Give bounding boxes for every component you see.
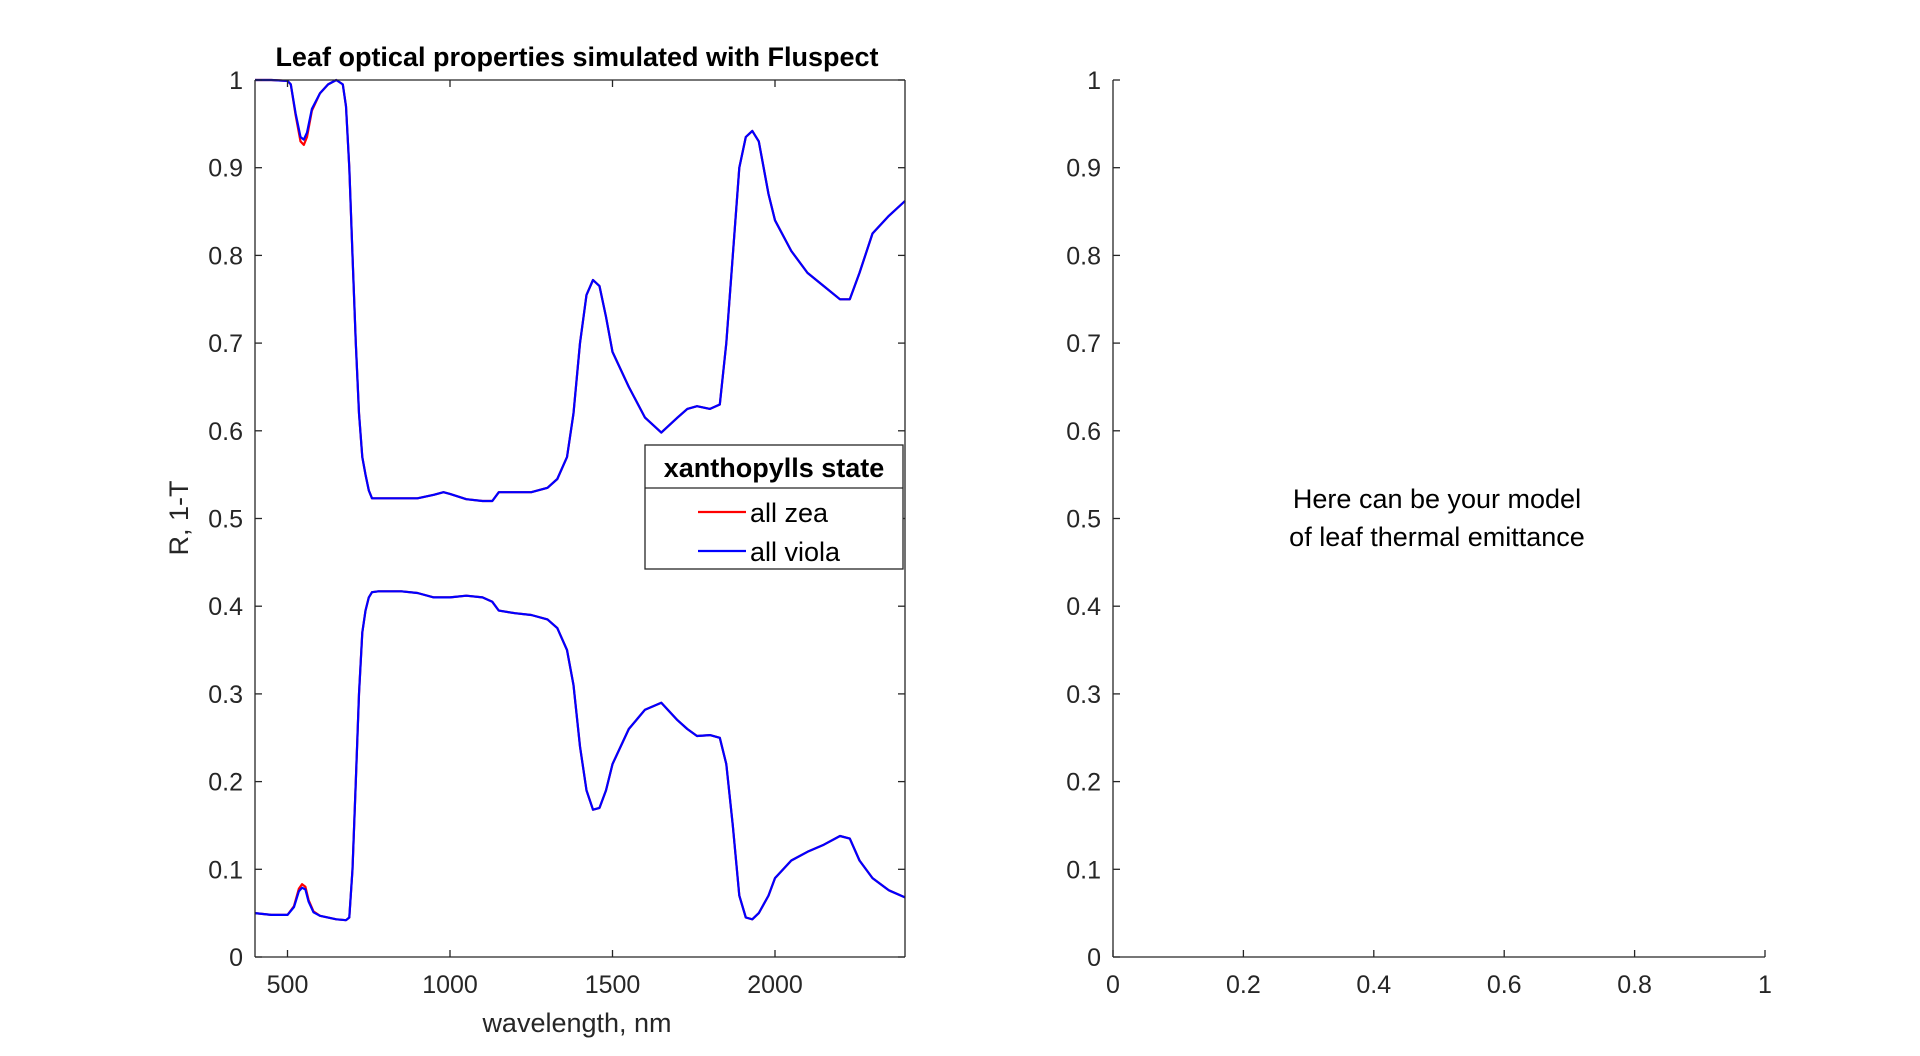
y-tick-label: 1 <box>229 67 243 95</box>
y-tick-label: 0.6 <box>1066 418 1101 446</box>
y-tick-label: 0.2 <box>208 769 243 797</box>
y-tick-label: 0.4 <box>208 593 243 621</box>
annotation-line-1: Here can be your model <box>1293 484 1581 514</box>
legend-entry-all-zea: all zea <box>750 498 829 528</box>
x-tick-label: 1500 <box>585 971 641 999</box>
tick-labels: 500 1000 1500 2000 0 0.1 0.2 0.3 0.4 0.5 0.6 0.7 0.8… <box>208 67 803 999</box>
y-tick-label: 0 <box>1087 944 1101 972</box>
legend-entry-all-viola: all viola <box>750 537 841 567</box>
y-tick-label: 0.5 <box>1066 506 1101 534</box>
y-tick-label: 0.7 <box>208 330 243 358</box>
y-tick-label: 0.4 <box>1066 593 1101 621</box>
y-tick-label: 0.8 <box>1066 242 1101 270</box>
y-tick-label: 0.5 <box>208 506 243 534</box>
annotation-line-2: of leaf thermal emittance <box>1289 522 1585 552</box>
legend: xanthopylls state all zea all viola <box>644 444 904 570</box>
x-tick-label: 1000 <box>422 971 478 999</box>
legend-title: xanthopylls state <box>664 453 885 483</box>
series-line-all-zea-reflectance <box>255 78 906 503</box>
y-tick-label: 0.2 <box>1066 769 1101 797</box>
x-tick-label: 0.2 <box>1226 971 1261 999</box>
x-tick-label: 0.4 <box>1356 971 1391 999</box>
left-plot: Leaf optical properties simulated with F… <box>164 42 906 1038</box>
y-axis-label: R, 1-T <box>164 480 194 555</box>
plot-curves <box>254 78 906 922</box>
series-line-all-viola-one-minus-transmittance <box>254 590 906 922</box>
y-tick-label: 1 <box>1087 67 1101 95</box>
y-tick-label: 0.1 <box>1066 856 1101 884</box>
x-tick-label: 1 <box>1758 971 1772 999</box>
x-tick-label: 500 <box>267 971 309 999</box>
series-line-all-viola-reflectance <box>255 78 906 503</box>
x-tick-label: 2000 <box>747 971 803 999</box>
chart-title: Leaf optical properties simulated with F… <box>275 42 878 72</box>
right-plot: 0 0.2 0.4 0.6 0.8 1 0 0.1 0.2 0.3 0.4 0.5 0.6 0.7 0.8 0… <box>1066 67 1772 999</box>
plot-axes <box>254 79 906 958</box>
y-tick-label: 0.9 <box>1066 155 1101 183</box>
y-tick-label: 0.9 <box>208 155 243 183</box>
x-tick-label: 0 <box>1106 971 1120 999</box>
y-tick-label: 0 <box>229 944 243 972</box>
y-tick-label: 0.8 <box>208 242 243 270</box>
tick-labels: 0 0.2 0.4 0.6 0.8 1 0 0.1 0.2 0.3 0.4 0.5 0.6 0.7 0.8 0… <box>1066 67 1772 999</box>
x-tick-label: 0.8 <box>1617 971 1652 999</box>
x-tick-label: 0.6 <box>1487 971 1522 999</box>
plot-axes <box>1112 79 1766 958</box>
y-tick-label: 0.1 <box>208 856 243 884</box>
legend-box <box>644 444 904 570</box>
y-tick-label: 0.6 <box>208 418 243 446</box>
y-tick-label: 0.3 <box>1066 681 1101 709</box>
y-tick-label: 0.3 <box>208 681 243 709</box>
y-tick-label: 0.7 <box>1066 330 1101 358</box>
x-axis-label: wavelength, nm <box>481 1008 671 1038</box>
